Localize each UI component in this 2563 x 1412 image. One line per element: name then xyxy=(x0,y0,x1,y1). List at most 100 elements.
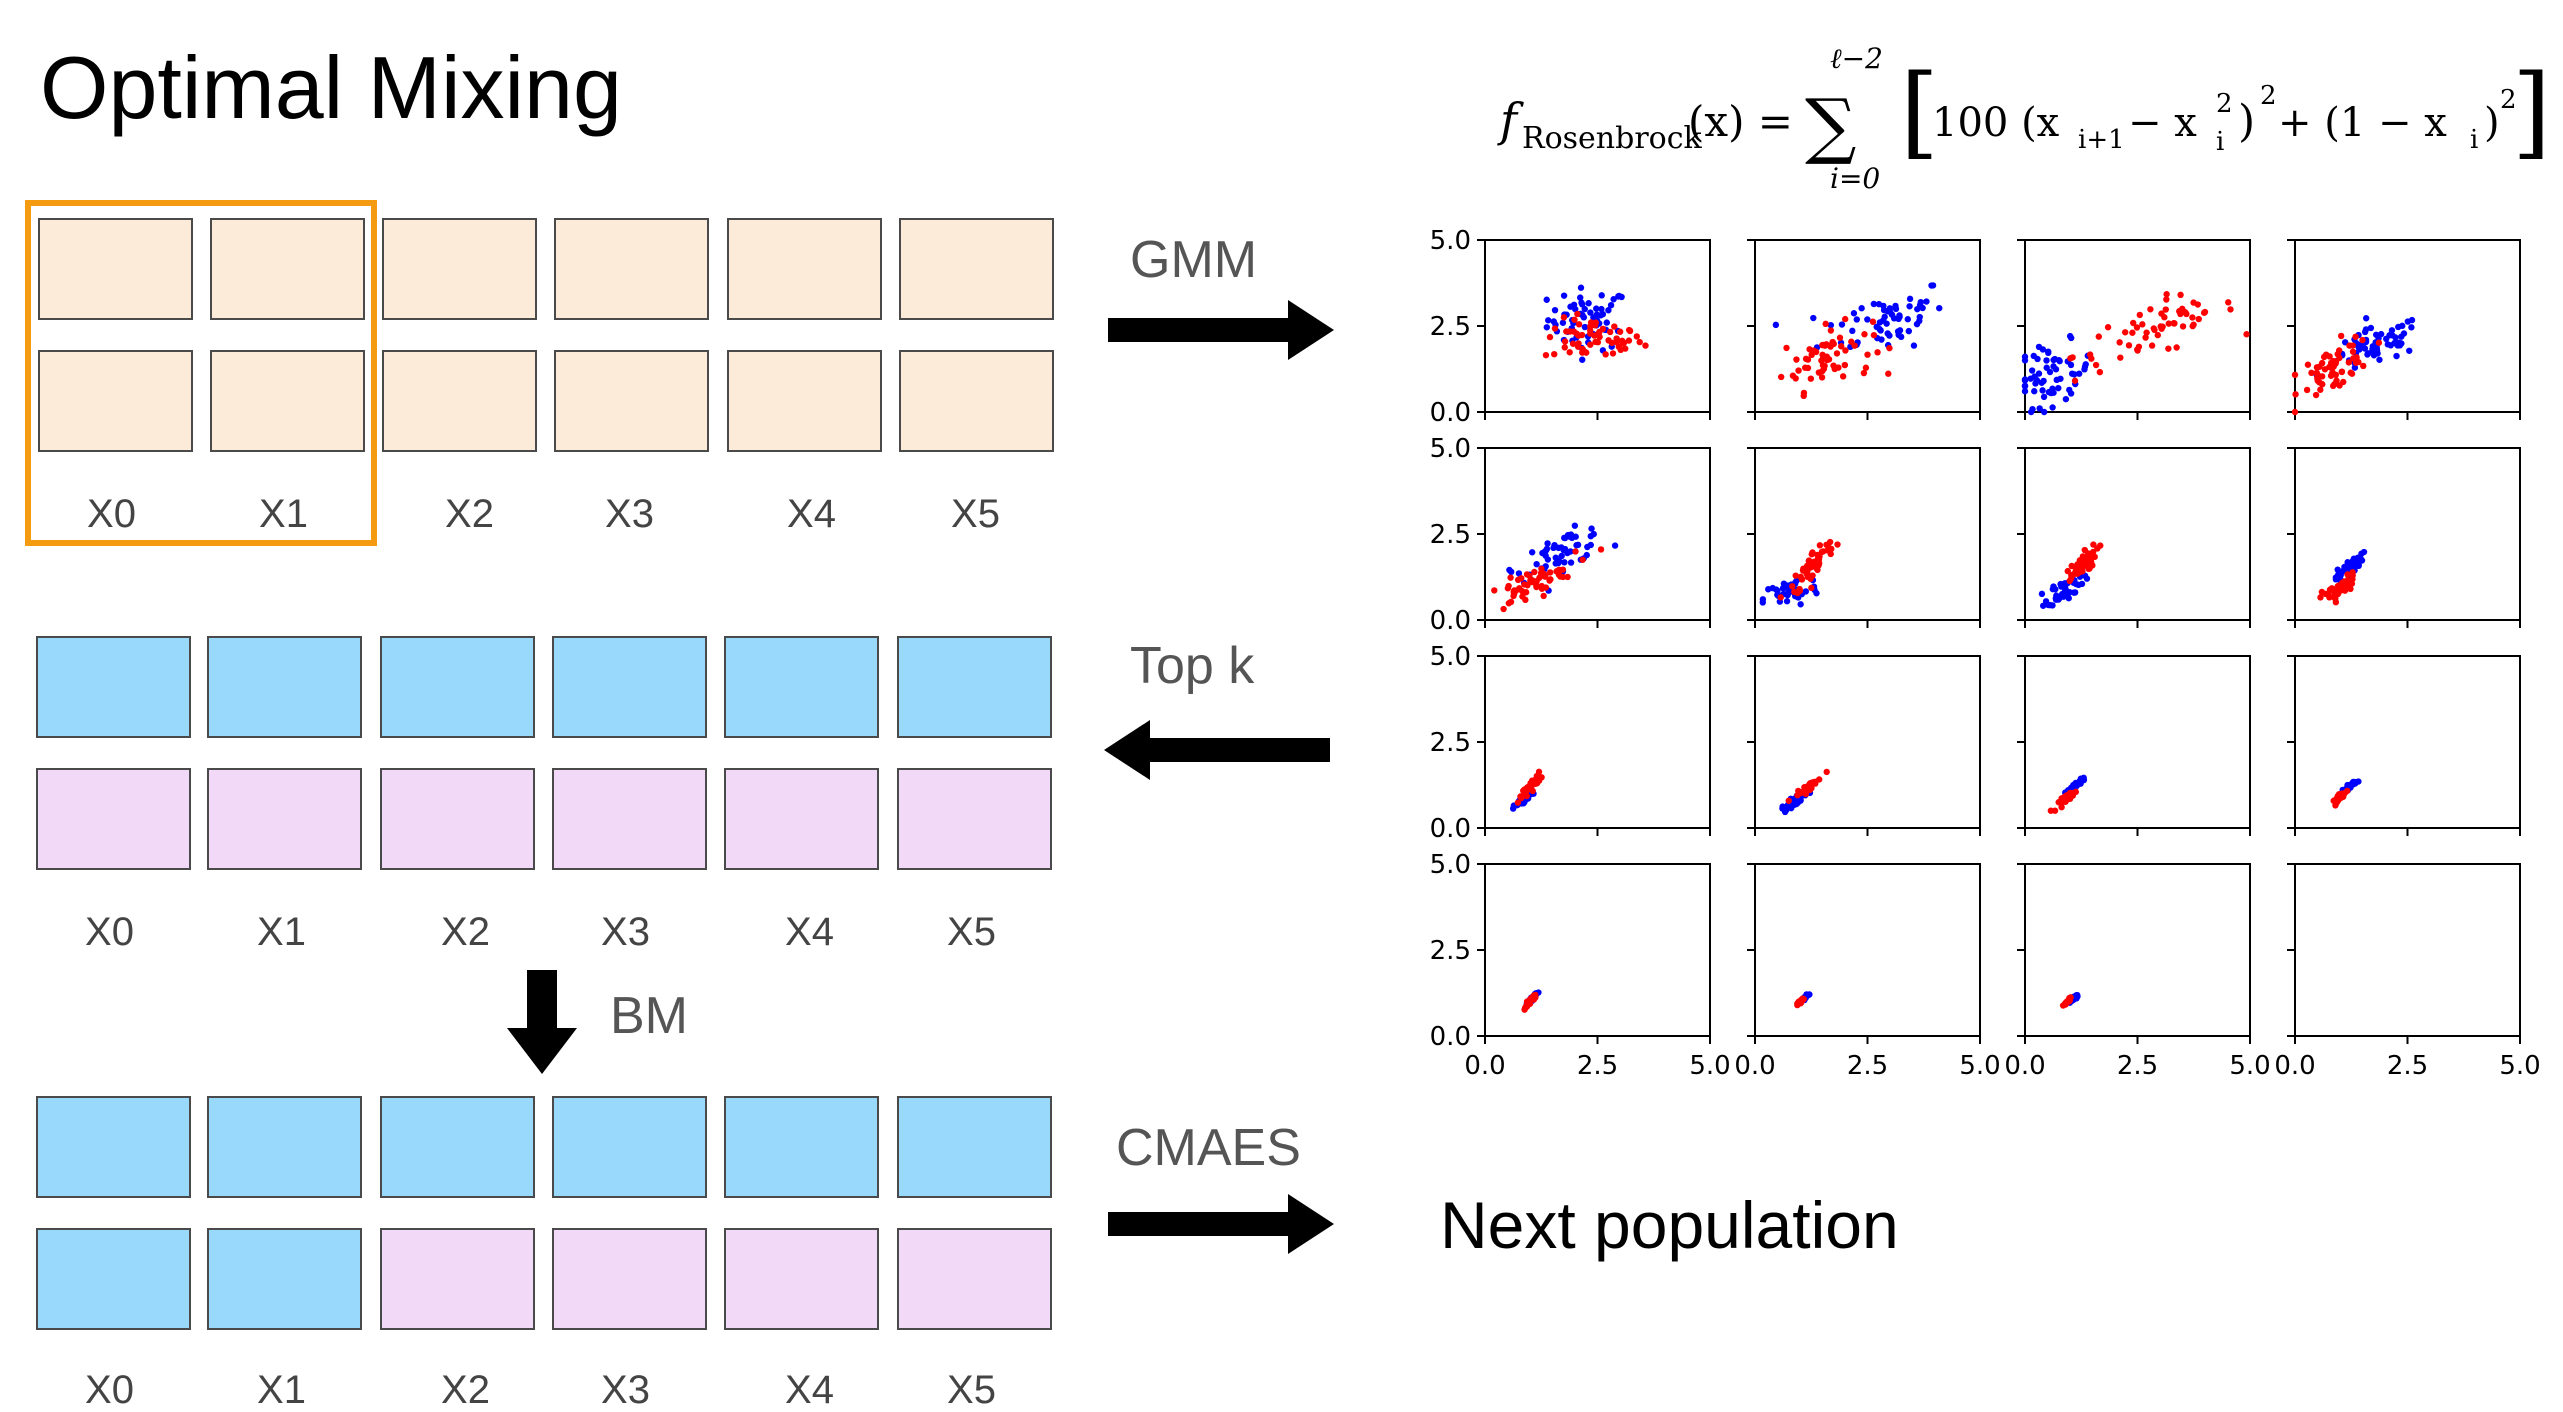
blue-point xyxy=(2049,602,2056,609)
bm-label: BM xyxy=(610,987,688,1045)
population-row-2 xyxy=(0,350,1090,460)
red-point xyxy=(1519,593,1526,600)
panel-frame xyxy=(2024,863,2251,1037)
x-tick-label: 5.0 xyxy=(1689,1051,1730,1081)
blue-point xyxy=(2081,363,2089,371)
red-point xyxy=(2334,350,2341,358)
red-point xyxy=(1823,768,1830,776)
gene-cell xyxy=(207,1228,362,1330)
red-point xyxy=(2147,306,2154,313)
formula-close2: ) xyxy=(2484,100,2500,146)
red-point xyxy=(1521,789,1528,797)
blue-point xyxy=(1579,356,1586,363)
blue-point xyxy=(2035,343,2043,351)
blue-point xyxy=(1810,314,1817,322)
red-point xyxy=(1561,344,1568,351)
formula-sub-i: i xyxy=(2216,127,2224,157)
red-point xyxy=(1826,538,1834,546)
red-point xyxy=(1540,592,1547,600)
red-point xyxy=(2189,322,2196,330)
red-point xyxy=(1816,542,1824,549)
y-tick-label: 2.5 xyxy=(1430,936,1471,966)
panel-frame xyxy=(1484,863,1711,1037)
red-point xyxy=(1860,369,1868,377)
gene-cell xyxy=(727,350,882,452)
sum-lower: i=0 xyxy=(1830,162,1880,195)
blue-point xyxy=(1605,307,1612,314)
blue-point xyxy=(2075,581,2082,589)
red-point xyxy=(2308,369,2315,377)
red-point xyxy=(2091,553,2098,561)
red-point xyxy=(2344,571,2351,578)
column-label: X5 xyxy=(947,1368,996,1412)
blue-point xyxy=(2383,335,2390,343)
red-point xyxy=(1615,343,1622,350)
formula-arg: (x) = xyxy=(1688,97,1793,146)
blue-point xyxy=(2021,388,2029,395)
red-point xyxy=(1622,345,1629,352)
red-point xyxy=(1504,585,1512,592)
red-point xyxy=(1514,799,1522,806)
red-point xyxy=(2333,377,2340,384)
y-tick-label: 0.0 xyxy=(1430,814,1471,844)
red-point xyxy=(1602,351,1609,358)
blue-point xyxy=(1780,585,1787,592)
blue-point xyxy=(1876,319,1884,326)
blue-point xyxy=(1797,601,1804,608)
red-point xyxy=(1874,349,1881,356)
x-tick-label: 2.5 xyxy=(2117,1051,2158,1081)
column-label: X3 xyxy=(605,492,654,536)
red-point xyxy=(1526,572,1533,580)
blue-point xyxy=(1561,559,1568,566)
formula-sub-i1: i+1 xyxy=(2078,125,2125,155)
blue-point xyxy=(1853,316,1861,323)
y-tick-label: 0.0 xyxy=(1430,606,1471,636)
red-point xyxy=(1541,573,1549,580)
column-label: X0 xyxy=(85,910,134,954)
panel-frame xyxy=(2294,863,2521,1037)
panel-frame xyxy=(2294,239,2521,413)
blue-point xyxy=(1543,324,1551,331)
blue-point xyxy=(2073,780,2081,788)
gene-cell xyxy=(38,350,193,452)
blue-point xyxy=(1611,542,1619,549)
blue-point xyxy=(1572,533,1579,540)
red-point xyxy=(2183,310,2190,318)
red-point xyxy=(2129,329,2136,336)
red-point xyxy=(2345,582,2353,589)
sum-upper: ℓ−2 xyxy=(1830,42,1883,75)
blue-point xyxy=(1923,298,1930,305)
red-point xyxy=(2060,798,2068,805)
blue-point xyxy=(1543,296,1550,303)
blue-point xyxy=(2050,363,2057,370)
y-tick-label: 0.0 xyxy=(1430,1022,1471,1052)
blue-point xyxy=(2388,327,2396,334)
red-point xyxy=(2320,353,2328,361)
blue-point xyxy=(1772,321,1780,329)
red-point xyxy=(1546,569,1554,576)
blue-point xyxy=(1892,302,1899,310)
blue-point xyxy=(2374,350,2381,357)
blue-point xyxy=(1878,336,1885,343)
red-point xyxy=(1500,605,1507,613)
column-label: X1 xyxy=(257,910,306,954)
blue-point xyxy=(2341,563,2348,571)
red-point xyxy=(2104,324,2112,331)
red-point xyxy=(1606,328,1614,336)
red-point xyxy=(2316,363,2323,370)
gene-cell xyxy=(210,218,365,320)
red-point xyxy=(2291,371,2299,379)
x-tick-label: 5.0 xyxy=(2229,1051,2270,1081)
gene-cell xyxy=(552,768,707,870)
red-point xyxy=(1861,331,1868,338)
red-point xyxy=(1827,343,1834,350)
red-point xyxy=(2332,800,2340,807)
blue-point xyxy=(2050,389,2057,396)
blue-point xyxy=(1610,296,1617,303)
red-point xyxy=(1870,331,1878,339)
panel-frame xyxy=(1484,447,1711,621)
gene-cell xyxy=(552,1096,707,1198)
red-point xyxy=(2065,997,2073,1004)
panel-frame xyxy=(1754,863,1981,1037)
blue-point xyxy=(2376,356,2383,363)
